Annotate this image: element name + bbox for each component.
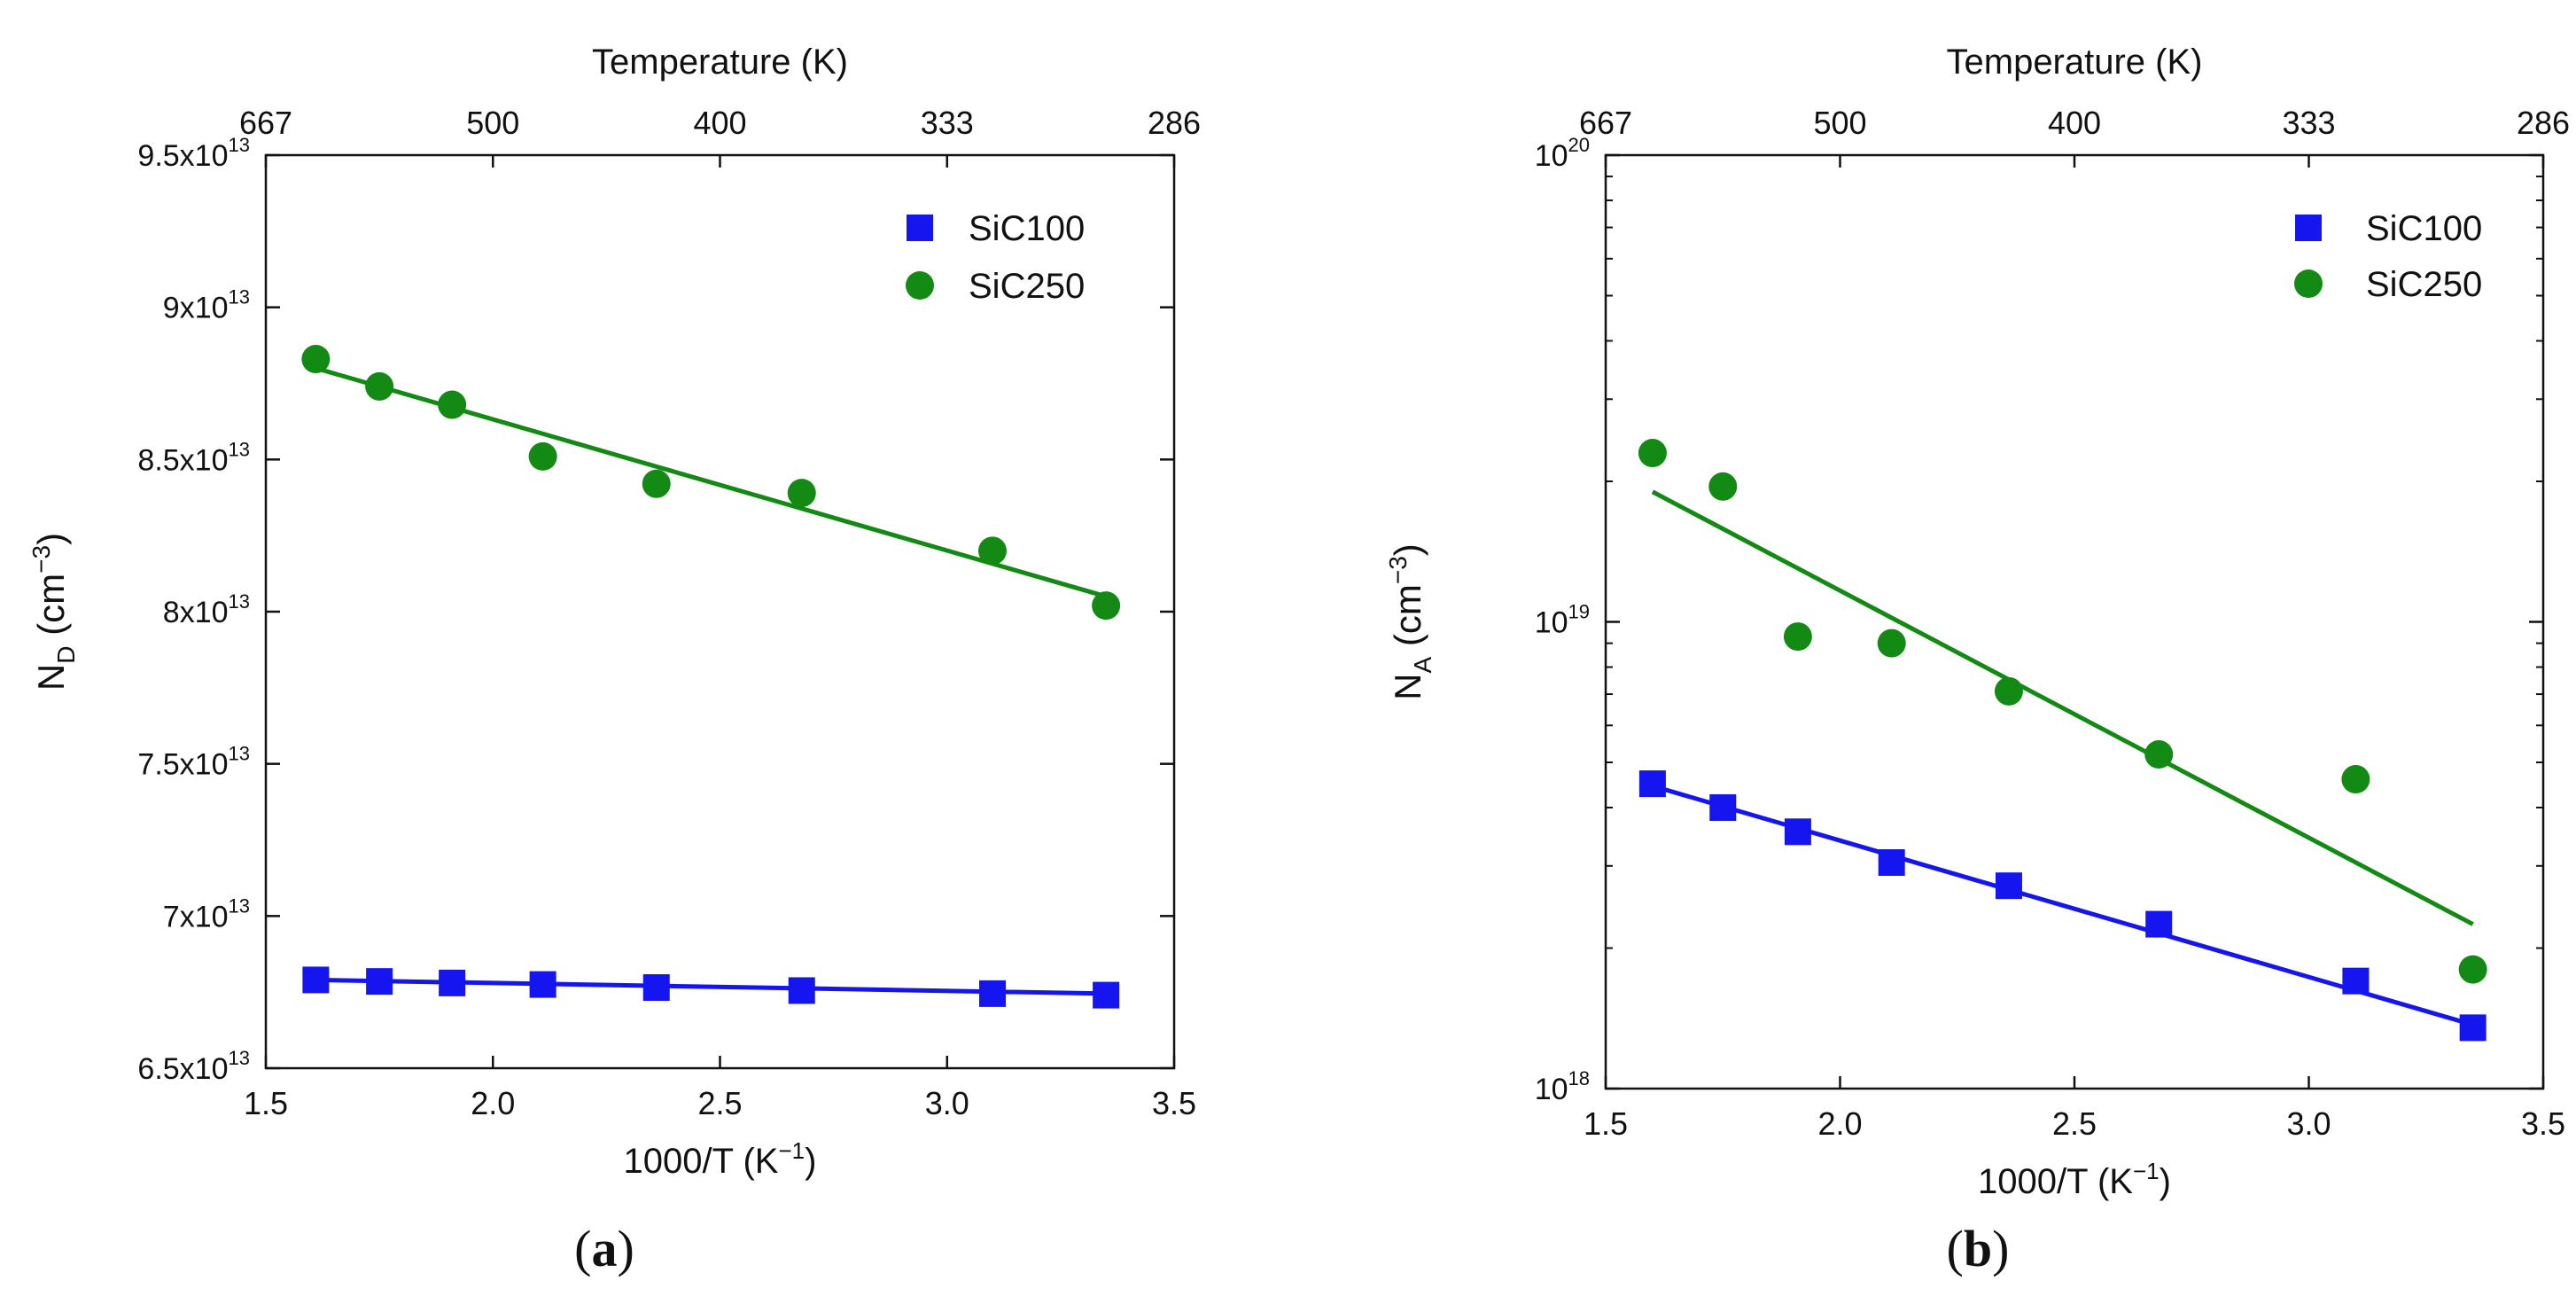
data-point-sic250 bbox=[2458, 955, 2487, 984]
data-point-sic100 bbox=[1995, 872, 2022, 900]
x-tick-label: 1.5 bbox=[244, 1085, 288, 1121]
panel-caption-text: (a) bbox=[574, 1220, 634, 1277]
y-tick-label: 1019 bbox=[1535, 601, 1590, 640]
x-axis-label: 1000/T (K−1) bbox=[624, 1137, 817, 1181]
data-point-sic250 bbox=[1994, 676, 2023, 706]
data-point-sic100 bbox=[788, 977, 815, 1004]
data-point-sic250 bbox=[1708, 472, 1738, 501]
top-tick-label: 500 bbox=[1813, 105, 1866, 141]
data-point-sic100 bbox=[302, 966, 330, 994]
y-axis-label: NA (cm−3) bbox=[1384, 543, 1436, 700]
panel-caption: (b) bbox=[1947, 1220, 2010, 1277]
data-point-sic250 bbox=[1092, 591, 1121, 621]
data-point-sic100 bbox=[366, 968, 393, 996]
data-point-sic250 bbox=[2144, 740, 2174, 769]
y-tick-label: 8x1013 bbox=[163, 590, 250, 629]
data-point-sic100 bbox=[1709, 794, 1737, 822]
x-tick-label: 3.5 bbox=[2521, 1105, 2565, 1142]
y-tick-label: 9x1013 bbox=[163, 286, 250, 325]
x-tick-label: 1.5 bbox=[1584, 1105, 1628, 1142]
legend-label-sic100: SiC100 bbox=[2366, 209, 2482, 248]
legend-marker-sic250 bbox=[2294, 269, 2323, 298]
x-tick-label: 2.0 bbox=[1817, 1105, 1862, 1142]
top-tick-label: 333 bbox=[2282, 105, 2335, 141]
chart-panel-a: 1.5 2.0 2.5 3.0 3.5 667 500 400 333 286 6.5x1013 7x… bbox=[27, 43, 1201, 1181]
y-axis-label: ND (cm−3) bbox=[27, 533, 80, 691]
data-point-sic250 bbox=[642, 469, 671, 498]
x-tick-label: 2.5 bbox=[697, 1085, 742, 1121]
chart-panel-b: 1.5 2.0 2.5 3.0 3.5 667 500 400 333 286 1018 1019 10… bbox=[1384, 43, 2570, 1201]
x-tick-label: 2.5 bbox=[2052, 1105, 2097, 1142]
top-tick-label: 333 bbox=[921, 105, 974, 141]
data-point-sic100 bbox=[1638, 770, 1666, 798]
y-tick-label: 9.5x1013 bbox=[137, 134, 250, 173]
y-tick-label: 8.5x1013 bbox=[137, 438, 250, 477]
legend-label-sic100: SiC100 bbox=[969, 209, 1085, 248]
x-axis-label: 1000/T (K−1) bbox=[1978, 1158, 2171, 1201]
x-tick-label: 2.0 bbox=[471, 1085, 515, 1121]
data-point-sic250 bbox=[2341, 765, 2370, 794]
top-axis-label: Temperature (K) bbox=[1947, 43, 2203, 82]
data-point-sic250 bbox=[1638, 439, 1667, 468]
x-tick-label: 3.5 bbox=[1152, 1085, 1196, 1121]
data-point-sic100 bbox=[2145, 910, 2173, 938]
data-point-sic100 bbox=[979, 980, 1006, 1007]
data-point-sic250 bbox=[301, 345, 331, 374]
y-tick-label: 1020 bbox=[1535, 134, 1590, 173]
data-point-sic250 bbox=[365, 371, 394, 401]
legend-marker-sic250 bbox=[906, 271, 934, 300]
y-tick-label: 1018 bbox=[1535, 1067, 1590, 1106]
fit-line-sic250 bbox=[1651, 489, 2474, 926]
x-tick-label: 3.0 bbox=[2286, 1105, 2331, 1142]
data-point-sic100 bbox=[439, 969, 466, 996]
y-tick-label: 7.5x1013 bbox=[137, 743, 250, 782]
data-point-sic100 bbox=[2459, 1014, 2487, 1042]
top-tick-label: 500 bbox=[466, 105, 519, 141]
data-point-sic100 bbox=[2342, 967, 2370, 995]
data-point-sic250 bbox=[528, 441, 557, 471]
top-tick-label: 286 bbox=[2517, 105, 2570, 141]
legend: SiC100 SiC250 bbox=[2294, 209, 2482, 304]
top-tick-label: 286 bbox=[1148, 105, 1201, 141]
top-tick-label: 667 bbox=[239, 105, 292, 141]
data-point-sic250 bbox=[1783, 622, 1812, 652]
top-tick-label: 667 bbox=[1579, 105, 1632, 141]
data-point-sic100 bbox=[529, 971, 556, 998]
legend-marker-sic100 bbox=[907, 215, 933, 241]
data-point-sic250 bbox=[1877, 629, 1906, 658]
legend-label-sic250: SiC250 bbox=[969, 267, 1085, 306]
top-axis-label: Temperature (K) bbox=[592, 43, 848, 82]
data-point-sic100 bbox=[642, 974, 670, 1002]
legend-marker-sic100 bbox=[2295, 215, 2322, 241]
data-point-sic100 bbox=[1784, 818, 1811, 846]
data-point-sic250 bbox=[978, 536, 1007, 566]
data-point-sic250 bbox=[787, 479, 816, 508]
y-tick-label: 6.5x1013 bbox=[137, 1047, 250, 1086]
panel-caption-text: (b) bbox=[1947, 1220, 2010, 1277]
panel-caption: (a) bbox=[574, 1220, 634, 1277]
y-tick-label: 7x1013 bbox=[163, 894, 250, 933]
x-tick-label: 3.0 bbox=[925, 1085, 969, 1121]
top-tick-label: 400 bbox=[693, 105, 746, 141]
legend: SiC100 SiC250 bbox=[906, 209, 1085, 306]
data-point-sic100 bbox=[1878, 849, 1905, 877]
top-tick-label: 400 bbox=[2048, 105, 2101, 141]
data-point-sic100 bbox=[1093, 981, 1120, 1009]
legend-label-sic250: SiC250 bbox=[2366, 265, 2482, 304]
data-point-sic250 bbox=[438, 390, 467, 419]
